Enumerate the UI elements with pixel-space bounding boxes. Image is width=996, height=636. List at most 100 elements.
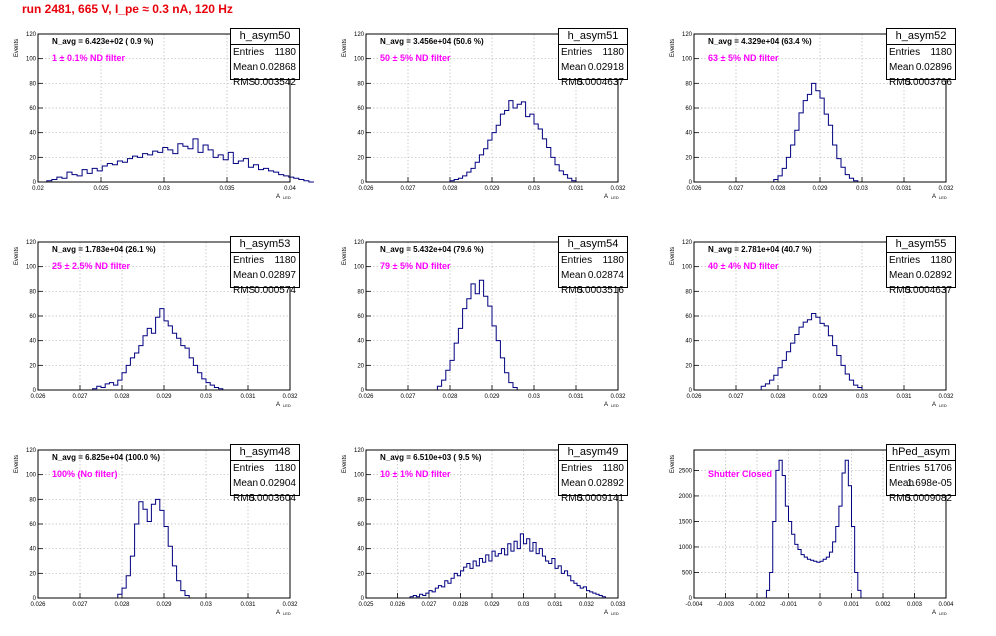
histogram-series (406, 533, 609, 599)
x-tick-label: 0.032 (579, 602, 595, 608)
x-tick-label: 0.032 (938, 394, 954, 400)
y-axis-label: Events (342, 247, 348, 265)
stat-label-entries: Entries (561, 255, 593, 266)
y-tick-label: 1000 (679, 545, 693, 551)
stat-row-mean: Mean 0.02874 (559, 268, 627, 283)
stat-value-rms: 0.0003516 (576, 285, 624, 296)
x-tick-label: 0 (818, 602, 822, 608)
navg-annotation: N_avg = 6.510e+03 ( 9.5 %) (380, 453, 482, 462)
x-tick-label: 0.027 (400, 186, 416, 192)
stat-row-mean: Mean 1.698e-05 (887, 476, 955, 491)
y-tick-label: 60 (685, 314, 692, 320)
y-axis-label: Events (670, 39, 676, 57)
stat-label-mean: Mean (233, 62, 259, 73)
y-tick-label: 20 (357, 363, 364, 369)
x-axis-label-subscript: LED (283, 195, 291, 200)
y-tick-label: 0 (361, 596, 365, 602)
x-tick-label: 0.029 (484, 186, 500, 192)
stat-label-rms: RMS (233, 493, 256, 504)
histogram-panel-hPed_asym: -0.004 -0.003 -0.002 -0.001 0 0.001 0.002 0.003… (664, 430, 992, 636)
y-tick-label: 120 (26, 448, 37, 454)
stat-value-rms: 0.0003766 (904, 77, 952, 88)
stat-value-entries: 1180 (602, 255, 624, 266)
y-tick-label: 500 (682, 570, 693, 576)
stat-row-entries: Entries 1180 (887, 253, 955, 268)
y-tick-label: 40 (29, 339, 36, 345)
navg-annotation: N_avg = 6.825e+04 (100.0 %) (52, 453, 160, 462)
x-axis-label-subscript: LED (939, 611, 947, 616)
x-tick-label: -0.002 (748, 602, 766, 608)
x-tick-label: 0.025 (93, 186, 109, 192)
stat-row-entries: Entries 1180 (887, 45, 955, 60)
y-tick-label: 100 (26, 57, 37, 63)
histogram-panel-h_asym53: 0.026 0.027 0.028 0.029 0.03 0.031 0.032 0 20 40 6… (8, 222, 336, 428)
stat-value-entries: 1180 (930, 255, 952, 266)
stat-value-entries: 1180 (274, 47, 296, 58)
x-axis-label: A (932, 194, 936, 200)
histogram-series (113, 498, 194, 599)
stat-label-mean: Mean (889, 62, 915, 73)
y-axis-label: Events (14, 455, 20, 473)
stat-row-mean: Mean 0.02892 (887, 268, 955, 283)
y-tick-label: 2500 (679, 468, 693, 474)
stat-row-rms: RMS 0.0009082 (887, 491, 955, 506)
histogram-name: h_asym50 (231, 29, 299, 45)
y-tick-label: 0 (361, 388, 365, 394)
x-tick-label: 0.003 (907, 602, 923, 608)
y-tick-label: 60 (685, 106, 692, 112)
x-tick-label: 0.026 (30, 394, 46, 400)
x-tick-label: 0.028 (442, 394, 458, 400)
histogram-plot: 0.026 0.027 0.028 0.029 0.03 0.031 0.032 0 20 40 6… (670, 240, 954, 408)
x-tick-label: 0.028 (770, 394, 786, 400)
stat-label-entries: Entries (561, 463, 593, 474)
y-tick-label: 80 (29, 81, 36, 87)
plot-frame (693, 33, 947, 183)
histogram-series (763, 459, 865, 599)
stat-row-mean: Mean 0.02896 (887, 60, 955, 75)
stat-row-entries: Entries 51706 (887, 461, 955, 476)
x-tick-label: 0.031 (547, 602, 563, 608)
y-axis-label: Events (14, 247, 20, 265)
y-tick-label: 40 (357, 547, 364, 553)
x-tick-label: 0.002 (875, 602, 891, 608)
x-tick-label: 0.031 (896, 186, 912, 192)
stat-value-mean: 0.02892 (915, 270, 952, 281)
stat-label-entries: Entries (233, 47, 265, 58)
x-tick-label: 0.027 (421, 602, 437, 608)
y-tick-label: 80 (29, 497, 36, 503)
stat-value-entries: 1180 (602, 47, 624, 58)
y-tick-label: 2000 (679, 494, 693, 500)
filter-annotation: 10 ± 1% ND filter (380, 469, 451, 479)
x-tick-label: 0.03 (200, 394, 212, 400)
stat-label-rms: RMS (889, 77, 912, 88)
stat-label-rms: RMS (561, 493, 584, 504)
y-tick-label: 40 (685, 339, 692, 345)
y-tick-label: 1500 (679, 519, 693, 525)
histogram-name: h_asym52 (887, 29, 955, 45)
plot-frame (365, 449, 619, 599)
x-tick-label: -0.001 (780, 602, 798, 608)
stat-value-mean: 0.02874 (587, 270, 624, 281)
y-tick-label: 80 (357, 289, 364, 295)
x-tick-label: 0.035 (219, 186, 235, 192)
x-tick-label: 0.029 (812, 186, 828, 192)
y-tick-label: 40 (357, 131, 364, 137)
stat-label-rms: RMS (561, 77, 584, 88)
stat-row-entries: Entries 1180 (231, 253, 299, 268)
plot-frame (365, 241, 619, 391)
histogram-plot: -0.004 -0.003 -0.002 -0.001 0 0.001 0.002 0.003… (670, 449, 954, 616)
plot-frame (37, 449, 291, 599)
x-tick-label: 0.026 (30, 602, 46, 608)
histogram-panel-h_asym52: 0.026 0.027 0.028 0.029 0.03 0.031 0.032 0 20 40 6… (664, 14, 992, 220)
y-axis-label: Events (342, 455, 348, 473)
x-tick-label: 0.026 (390, 602, 406, 608)
y-tick-label: 80 (29, 289, 36, 295)
stat-value-rms: 0.0004637 (904, 285, 952, 296)
navg-annotation: N_avg = 5.432e+04 (79.6 %) (380, 245, 484, 254)
y-tick-label: 100 (682, 265, 693, 271)
x-tick-label: 0.027 (400, 394, 416, 400)
stat-label-mean: Mean (561, 478, 587, 489)
stats-box: h_asym52 Entries 1180 Mean 0.02896 RMS 0.00037… (886, 28, 956, 88)
histogram-plot: 0.025 0.026 0.027 0.028 0.029 0.03 0.031 0.032 0… (342, 448, 626, 616)
stat-value-mean: 1.698e-05 (906, 478, 952, 489)
